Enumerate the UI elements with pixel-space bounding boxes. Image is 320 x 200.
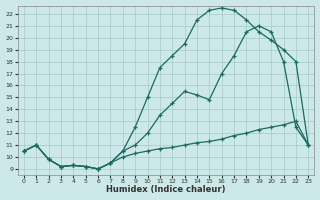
- X-axis label: Humidex (Indice chaleur): Humidex (Indice chaleur): [106, 185, 226, 194]
